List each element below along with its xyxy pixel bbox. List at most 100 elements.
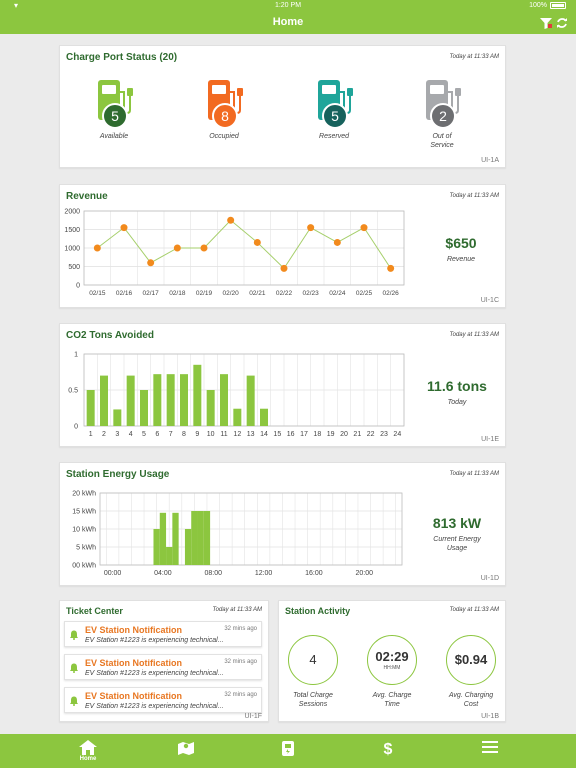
card-timestamp: Today at 11:33 AM <box>449 54 499 60</box>
avg-charge-time-label: Avg. Charge Time <box>372 692 412 708</box>
co2-metric: 11.6 tons Today <box>412 378 502 407</box>
tab-menu[interactable] <box>460 734 520 768</box>
x-tick-label: 00:00 <box>104 570 122 577</box>
x-tick-label: 20:00 <box>355 570 373 577</box>
co2-bar <box>193 364 202 426</box>
total-sessions-value: 4 <box>309 652 317 667</box>
ticket-item[interactable]: EV Station Notification EV Station #1223… <box>64 654 262 680</box>
revenue-point <box>307 224 315 232</box>
co2-bar <box>260 408 268 426</box>
y-tick-label: 20 kWh <box>72 491 96 498</box>
y-tick-label: 5 kWh <box>76 545 96 552</box>
ticket-item[interactable]: EV Station Notification EV Station #1223… <box>64 687 262 713</box>
map-icon <box>178 742 194 755</box>
energy-bar <box>172 512 179 565</box>
avg-cost-label: Avg. Charging Cost <box>448 692 494 708</box>
filter-icon[interactable] <box>540 18 552 29</box>
x-tick-label: 02/22 <box>276 290 293 297</box>
x-tick-label: 02/23 <box>303 290 320 297</box>
x-tick-label: 12:00 <box>255 570 273 577</box>
tab-home[interactable]: Home <box>58 734 118 768</box>
co2-bar <box>166 374 175 426</box>
x-tick-label: 02/18 <box>169 290 186 297</box>
svg-text:2: 2 <box>439 108 447 124</box>
card-title: Revenue <box>66 191 108 202</box>
energy-bar <box>203 511 211 565</box>
ticket-title: EV Station Notification <box>85 625 183 635</box>
y-tick-label: 2000 <box>64 209 80 216</box>
x-tick-label: 16:00 <box>305 570 323 577</box>
avg-charge-time-value: 02:29 <box>375 649 409 664</box>
port-reserved[interactable]: 5 Reserved <box>304 78 364 141</box>
x-tick-label: 02/19 <box>196 290 213 297</box>
status-bar: ▾ 1:20 PM 100% <box>0 0 576 12</box>
x-tick-label: 13 <box>247 431 255 438</box>
charger-icon: 8 <box>208 80 243 129</box>
revenue-metric: $650 Revenue <box>416 235 506 264</box>
total-sessions-label: Total Charge Sessions <box>293 692 333 708</box>
x-tick-label: 11 <box>220 431 227 438</box>
battery-percent: 100% <box>529 2 547 9</box>
refresh-icon[interactable] <box>556 17 568 29</box>
x-tick-label: 02/17 <box>143 290 160 297</box>
svg-text:5: 5 <box>111 108 119 124</box>
port-occupied[interactable]: 8 Occupied <box>194 78 254 141</box>
revenue-value-label: Revenue <box>446 256 476 263</box>
x-tick-label: 24 <box>393 431 401 438</box>
tab-revenue[interactable]: $ <box>358 734 418 768</box>
ticket-title: EV Station Notification <box>85 658 183 668</box>
revenue-point <box>333 238 341 246</box>
x-tick-label: 1 <box>89 431 93 438</box>
port-label: Available <box>99 133 129 140</box>
x-tick-label: 19 <box>327 431 335 438</box>
co2-bar <box>153 374 162 426</box>
station-energy-card[interactable]: Station Energy Usage Today at 11:33 AM 0… <box>59 462 506 586</box>
svg-text:$: $ <box>384 741 393 756</box>
tab-map[interactable] <box>156 734 216 768</box>
station-activity-card[interactable]: Station Activity Today at 11:33 AM 4 Tot… <box>278 600 506 722</box>
avg-charge-time-unit: HH:MM <box>383 665 401 671</box>
card-title: Station Activity <box>285 606 351 616</box>
energy-bar <box>197 511 204 565</box>
charge-port-status-card[interactable]: Charge Port Status (20) Today at 11:33 A… <box>59 45 506 168</box>
revenue-card[interactable]: Revenue Today at 11:33 AM 0 500 1000 1500 20… <box>59 184 506 308</box>
energy-bar <box>153 529 160 565</box>
revenue-point <box>93 244 101 252</box>
port-label: Occupied <box>209 133 239 140</box>
card-timestamp: Today at 11:33 AM <box>449 607 499 613</box>
battery-icon <box>550 2 566 9</box>
x-tick-label: 04:00 <box>154 570 172 577</box>
ticket-center-card[interactable]: Ticket Center Today at 11:33 AM EV Stati… <box>59 600 269 722</box>
energy-bar <box>191 511 198 565</box>
y-tick-label: 0 <box>74 424 78 431</box>
energy-metric: 813 kW Current Energy Usage <box>412 515 502 553</box>
x-tick-label: 02/20 <box>223 290 240 297</box>
x-tick-label: 21 <box>353 431 361 438</box>
ticket-item[interactable]: EV Station Notification EV Station #1223… <box>64 621 262 647</box>
total-sessions-circle[interactable]: 4 <box>288 635 338 685</box>
x-tick-label: 02/25 <box>356 290 373 297</box>
port-out-of-service[interactable]: 2 Out of Service <box>412 78 472 150</box>
revenue-point <box>253 238 261 246</box>
ticket-age: 32 mins ago <box>224 659 257 665</box>
avg-cost-circle[interactable]: $0.94 <box>446 635 496 685</box>
revenue-point <box>147 259 155 267</box>
revenue-point <box>280 264 288 272</box>
co2-bar <box>126 375 135 426</box>
x-tick-label: 15 <box>273 431 281 438</box>
revenue-point <box>360 224 368 232</box>
avg-charge-time-circle[interactable]: 02:29 HH:MM <box>367 635 417 685</box>
port-available[interactable]: 5 Available <box>84 78 144 141</box>
x-tick-label: 7 <box>169 431 173 438</box>
ticket-message: EV Station #1223 is experiencing technic… <box>85 637 224 644</box>
card-title: Charge Port Status (20) <box>66 52 178 63</box>
y-tick-label: 0 <box>76 283 80 290</box>
x-tick-label: 23 <box>380 431 388 438</box>
card-timestamp: Today at 11:33 AM <box>449 193 499 199</box>
status-time: 1:20 PM <box>274 2 302 9</box>
card-code: UI-1F <box>244 713 263 720</box>
revenue-value: $650 <box>445 235 477 251</box>
tab-stations[interactable] <box>258 734 318 768</box>
co2-card[interactable]: CO2 Tons Avoided Today at 11:33 AM 0 0.5 1… <box>59 323 506 447</box>
bell-icon <box>70 630 78 640</box>
